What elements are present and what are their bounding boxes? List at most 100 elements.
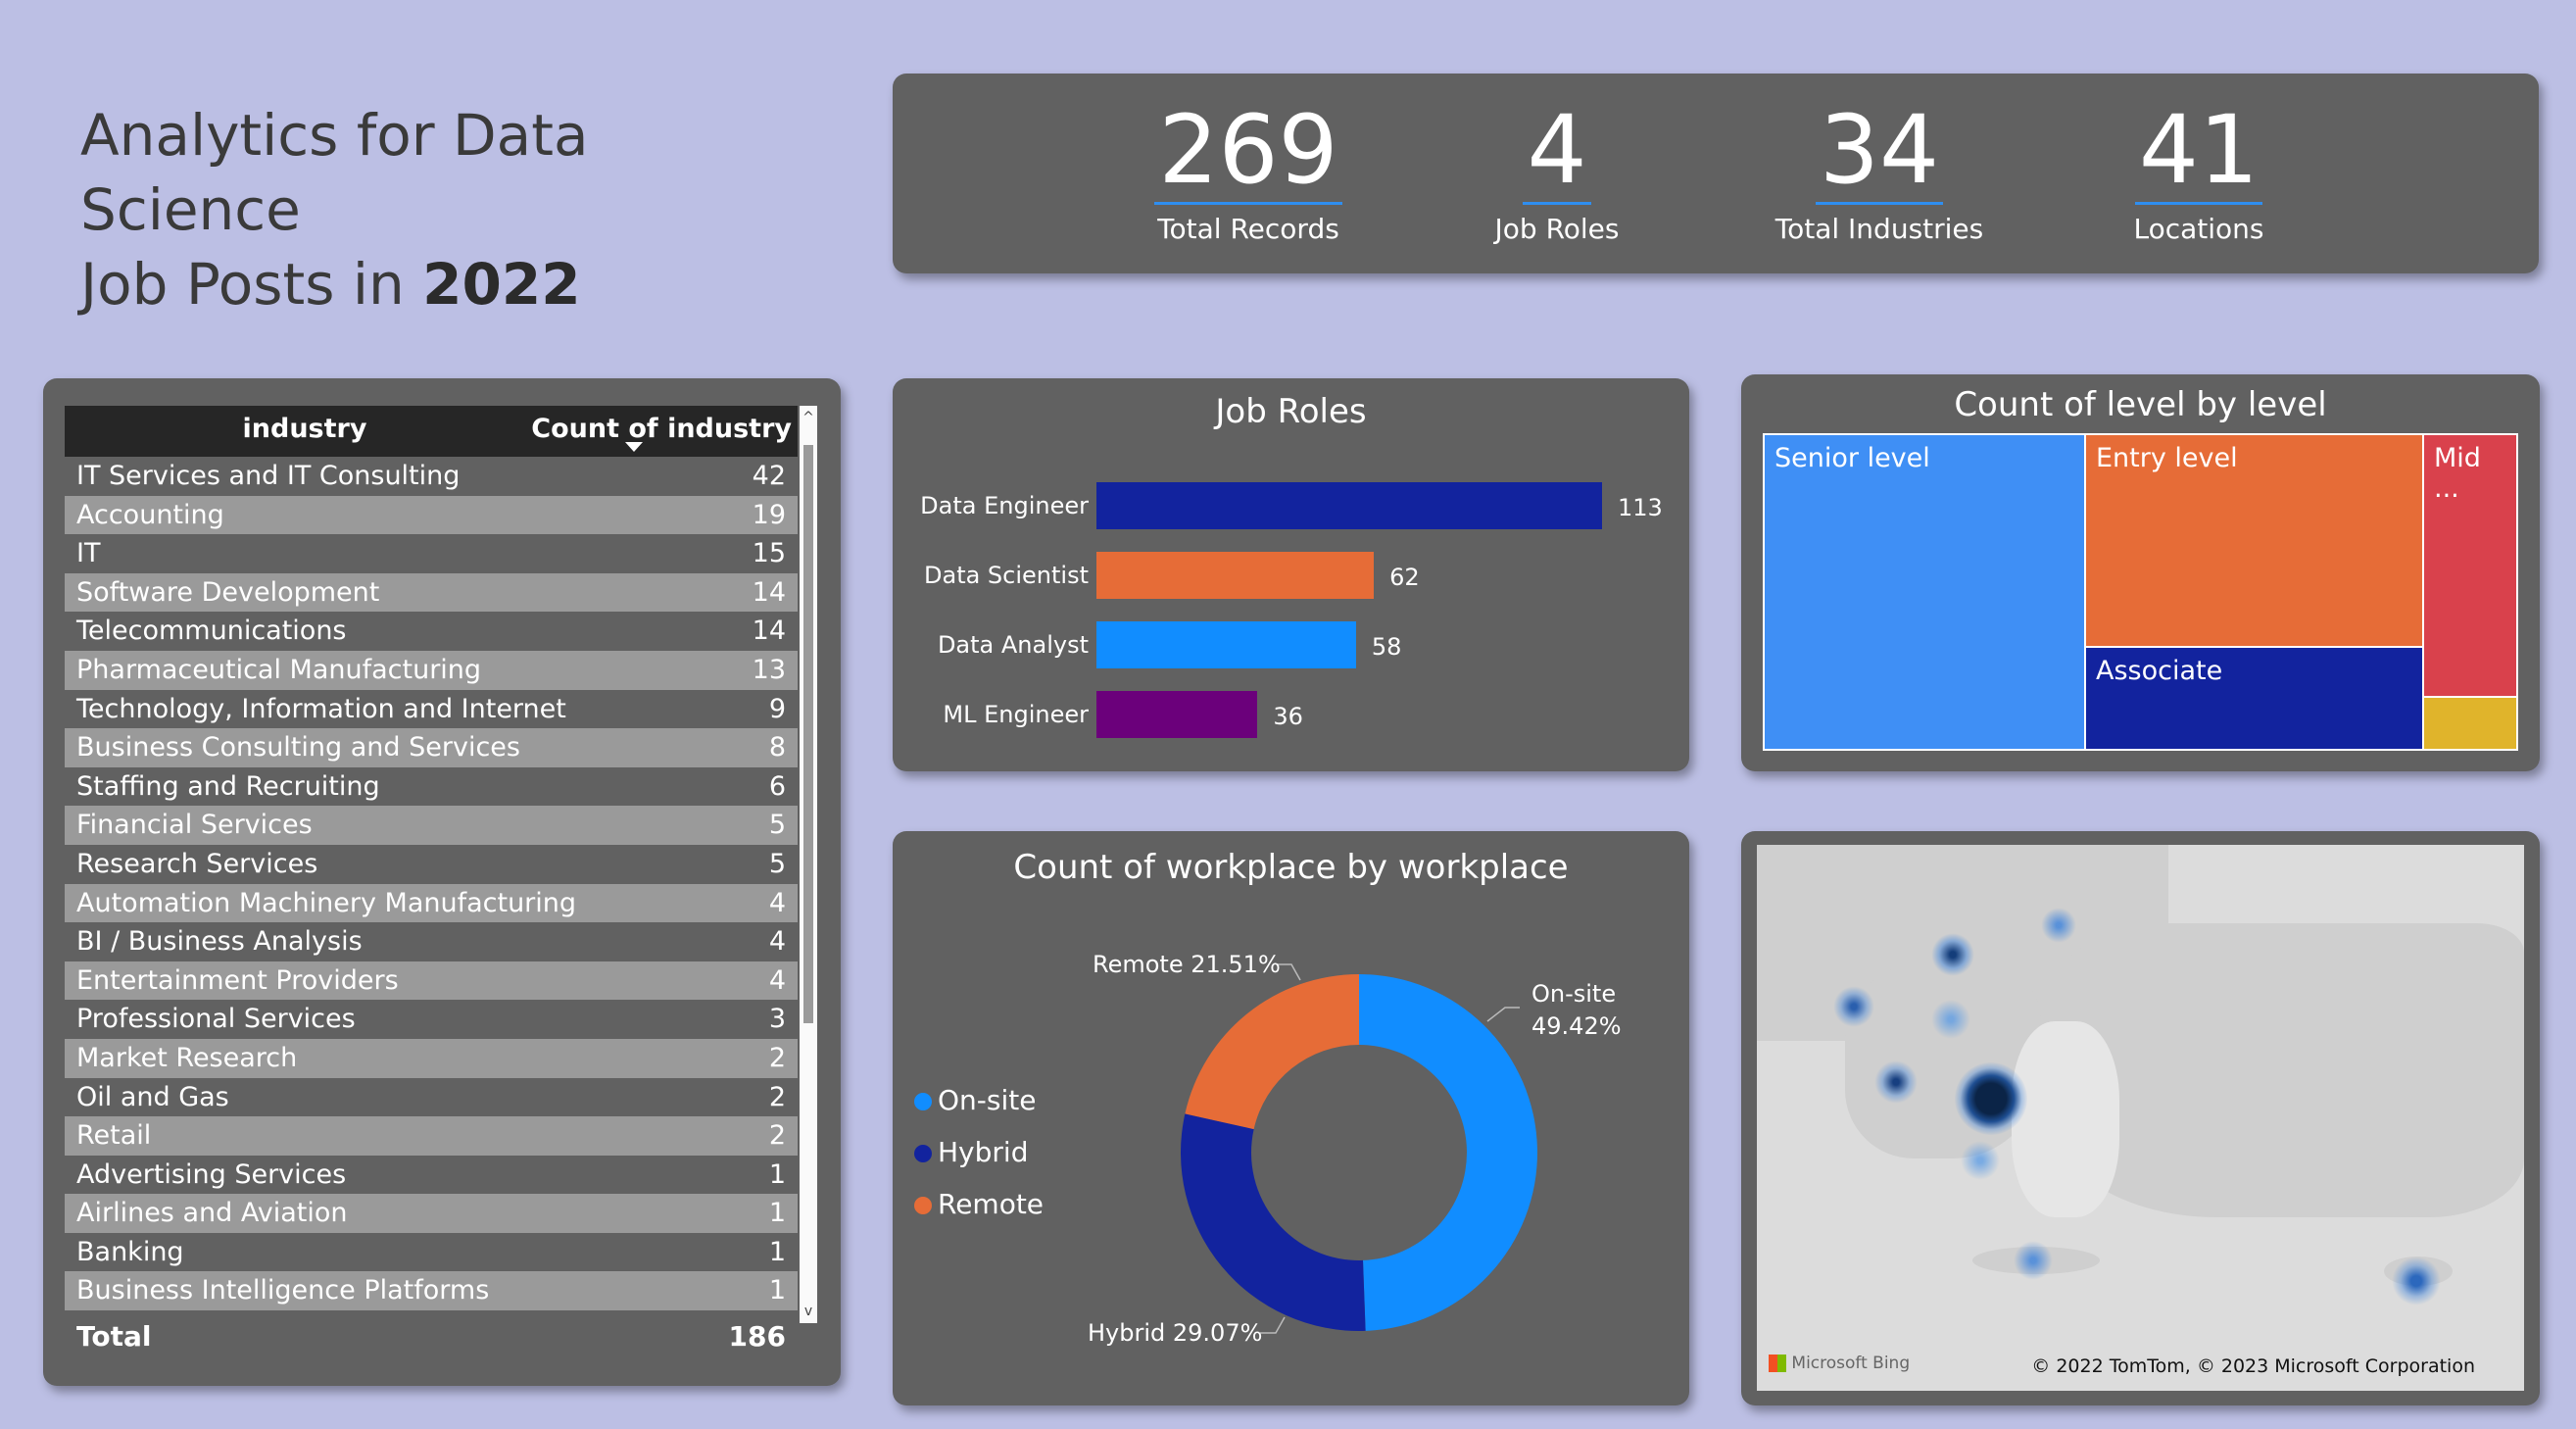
industry-count: 1 [768, 1236, 786, 1267]
industry-count: 2 [768, 1081, 786, 1112]
level-title: Count of level by level [1954, 385, 2327, 424]
industry-count: 8 [768, 732, 786, 764]
table-row[interactable]: Technology, Information and Internet 9 [65, 689, 798, 729]
kpi-total-records: 269 Total Records [1101, 98, 1395, 245]
scrollbar-thumb[interactable] [803, 445, 813, 1023]
table-row[interactable]: IT 15 [65, 534, 798, 573]
map-land-turkey [2051, 923, 2524, 1217]
onsite-name: On-site [1531, 980, 1617, 1008]
treemap-associate[interactable]: Associate [2084, 646, 2424, 751]
industry-count: 1 [768, 1198, 786, 1229]
industry-count: 9 [768, 693, 786, 724]
table-scrollbar[interactable]: ^ v [800, 406, 817, 1323]
job-roles-title: Job Roles [1215, 392, 1367, 431]
industry-count: 1 [768, 1158, 786, 1190]
table-row[interactable]: Advertising Services 1 [65, 1155, 798, 1195]
table-row[interactable]: BI / Business Analysis 4 [65, 922, 798, 961]
bar-data-label: 62 [1389, 564, 1420, 591]
bar-data-analyst[interactable] [1096, 621, 1356, 668]
bar-category-label: Data Engineer [920, 492, 1089, 519]
scroll-up-icon[interactable]: ^ [802, 410, 814, 425]
table-row[interactable]: Financial Services 5 [65, 806, 798, 845]
industry-name: Pharmaceutical Manufacturing [76, 654, 482, 685]
legend-label: Hybrid [938, 1136, 1029, 1168]
kpi-value: 34 [1815, 98, 1944, 205]
workplace-card: Count of workplace by workplace On-site … [893, 831, 1689, 1405]
table-row[interactable]: Oil and Gas 2 [65, 1077, 798, 1117]
title-line-1: Analytics for Data Science [80, 102, 589, 243]
kpi-card [893, 74, 2539, 273]
industry-name: Business Intelligence Platforms [76, 1275, 490, 1306]
table-row[interactable]: Telecommunications 14 [65, 612, 798, 651]
table-row[interactable]: Professional Services 3 [65, 1000, 798, 1039]
industry-name: Airlines and Aviation [76, 1198, 348, 1229]
bar-data-engineer[interactable] [1096, 482, 1602, 529]
table-row[interactable]: Retail 2 [65, 1116, 798, 1156]
locations-map[interactable]: Microsoft Bing © 2022 TomTom, © 2023 Mic… [1757, 845, 2524, 1391]
table-row[interactable]: Research Services 5 [65, 844, 798, 884]
industry-count: 4 [768, 926, 786, 958]
donut-slice-hybrid[interactable] [1181, 1113, 1366, 1331]
industry-name: Entertainment Providers [76, 964, 399, 996]
level-treemap-card: Count of level by level Senior level Ent… [1741, 374, 2540, 771]
table-row[interactable]: Automation Machinery Manufacturing 4 [65, 883, 798, 923]
location-hotspot[interactable] [1961, 1141, 2000, 1180]
industry-count: 13 [752, 654, 786, 685]
location-hotspot[interactable] [2014, 1241, 2053, 1280]
table-row[interactable]: Pharmaceutical Manufacturing 13 [65, 650, 798, 690]
donut-slices [1181, 974, 1538, 1331]
treemap-other-level[interactable] [2422, 696, 2518, 751]
table-row[interactable]: Accounting 19 [65, 495, 798, 535]
table-row[interactable]: Airlines and Aviation 1 [65, 1194, 798, 1233]
location-hotspot[interactable] [1874, 1060, 1918, 1104]
industry-count: 5 [768, 810, 786, 841]
industry-name: IT Services and IT Consulting [76, 461, 461, 491]
table-row[interactable]: Business Consulting and Services 8 [65, 728, 798, 767]
industry-count: 4 [768, 887, 786, 918]
scroll-down-icon[interactable]: v [803, 1304, 813, 1319]
map-copyright: © 2022 TomTom, © 2023 Microsoft Corporat… [2031, 1355, 2475, 1377]
bing-logo-icon [1769, 1355, 1786, 1372]
donut-slice-remote[interactable] [1185, 974, 1359, 1130]
legend-dot [914, 1093, 932, 1110]
industry-count: 3 [768, 1004, 786, 1035]
location-hotspot[interactable] [2392, 1257, 2441, 1306]
legend-item-onsite[interactable]: On-site [914, 1084, 1044, 1136]
treemap-entry-level[interactable]: Entry level [2084, 433, 2424, 648]
kpi-value: 41 [2134, 98, 2263, 205]
legend-item-hybrid[interactable]: Hybrid [914, 1136, 1044, 1188]
kpi-locations: 41 Locations [2052, 98, 2346, 245]
bar-category-label: Data Analyst [937, 631, 1089, 659]
location-hotspot[interactable] [1931, 1000, 1970, 1039]
bar-data-scientist[interactable] [1096, 552, 1375, 599]
legend-item-remote[interactable]: Remote [914, 1188, 1044, 1240]
hybrid-data-label: Hybrid 29.07% [1088, 1319, 1263, 1347]
location-hotspot-large[interactable] [1955, 1062, 2027, 1135]
industry-table[interactable]: industry Count of industry IT Services a… [65, 406, 798, 1311]
industry-name: Advertising Services [76, 1158, 347, 1190]
location-hotspot[interactable] [2041, 908, 2076, 943]
table-row[interactable]: IT Services and IT Consulting 42 [65, 457, 798, 496]
sort-descending-icon[interactable] [625, 442, 643, 452]
table-row[interactable]: Banking 1 [65, 1232, 798, 1272]
industry-count: 5 [768, 848, 786, 879]
table-row[interactable]: Market Research 2 [65, 1038, 798, 1078]
treemap-senior-level[interactable]: Senior level [1763, 433, 2086, 751]
table-row[interactable]: Software Development 14 [65, 572, 798, 613]
table-row[interactable]: Staffing and Recruiting 6 [65, 766, 798, 807]
table-row[interactable]: Entertainment Providers 4 [65, 961, 798, 1001]
kpi-label: Total Records [1157, 213, 1339, 245]
donut-slice-on-site[interactable] [1359, 974, 1538, 1331]
treemap-mid-level[interactable]: Mid ... [2422, 433, 2518, 698]
column-header-count[interactable]: Count of industry [531, 414, 792, 444]
location-hotspot[interactable] [1931, 933, 1974, 976]
bar-ml-engineer[interactable] [1096, 691, 1258, 738]
location-hotspot[interactable] [1833, 986, 1874, 1027]
industry-name: Retail [76, 1120, 152, 1152]
table-row[interactable]: Business Intelligence Platforms 1 [65, 1271, 798, 1311]
industry-name: Professional Services [76, 1004, 356, 1035]
column-header-industry[interactable]: industry [242, 414, 367, 444]
industry-count: 15 [752, 538, 786, 569]
bing-label: Microsoft Bing [1791, 1354, 1911, 1373]
industry-name: Market Research [76, 1042, 298, 1073]
